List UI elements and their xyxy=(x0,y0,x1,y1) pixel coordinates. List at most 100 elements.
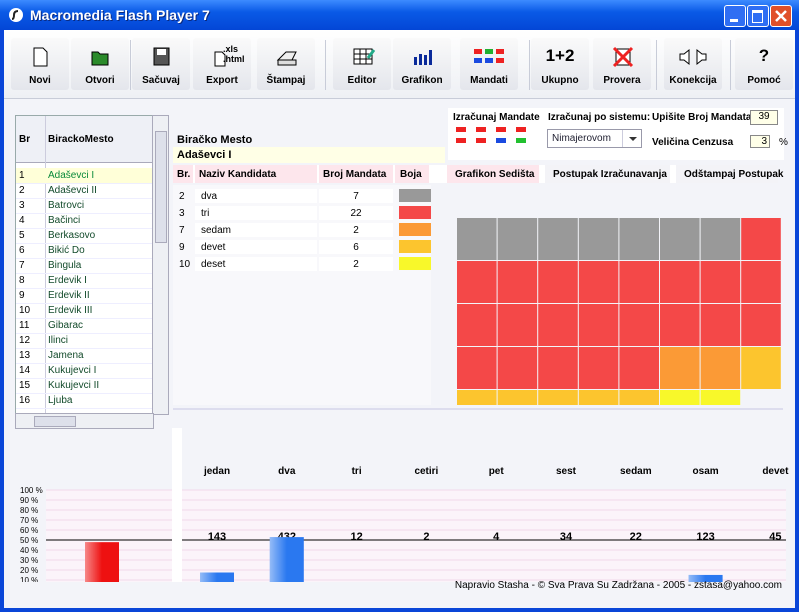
toolbar-button[interactable]: Mandati xyxy=(460,38,518,90)
toolbar-label: Konekcija xyxy=(669,75,717,86)
seat xyxy=(538,304,578,346)
seat xyxy=(619,390,659,405)
table-row-bg xyxy=(195,223,317,237)
tab: Postupak Izračunavanja xyxy=(553,169,667,180)
list-row[interactable]: 13 Jamena xyxy=(16,348,153,364)
calc-button[interactable] xyxy=(454,126,536,150)
list-cell: 4 xyxy=(19,215,25,226)
list-row[interactable]: 16 Ljuba xyxy=(16,393,153,409)
seat xyxy=(578,218,619,260)
list-cell: Kukujevci II xyxy=(48,380,100,391)
toolbar-button[interactable]: Editor xyxy=(333,38,391,90)
list-cell: 12 xyxy=(19,335,31,346)
system-value: Nimajerovom xyxy=(552,133,611,144)
list-row[interactable]: 8 Erdevik I xyxy=(16,273,153,289)
footer: Napravio Stasha - © Sva Prava Su Zadržan… xyxy=(454,580,782,591)
list-row[interactable]: 5 Berkasovo xyxy=(16,228,153,244)
vote-count: 34 xyxy=(560,531,573,543)
system-dropdown[interactable]: Nimajerovom xyxy=(547,129,642,148)
toolbar-button[interactable]: Otvori xyxy=(71,38,129,90)
tab-bg[interactable] xyxy=(545,165,670,183)
selected-label: Biračko Mesto xyxy=(177,134,253,146)
color-swatch xyxy=(399,240,431,253)
vote-count: 45 xyxy=(769,531,781,543)
vertical-scrollbar[interactable] xyxy=(152,115,169,415)
list-row[interactable]: 1 Adaševci I xyxy=(16,168,153,184)
vote-count: 22 xyxy=(630,531,642,543)
close-button[interactable] xyxy=(770,5,792,27)
list-header-cell: Br xyxy=(19,134,31,145)
cell: 9 xyxy=(179,242,185,253)
list-row[interactable]: 3 Batrovci xyxy=(16,198,153,214)
list-cell: Bingula xyxy=(48,260,82,271)
seat xyxy=(578,261,619,303)
horizontal-scrollbar[interactable] xyxy=(15,413,154,429)
separator xyxy=(173,408,783,410)
cell: deset xyxy=(201,259,226,270)
color-swatch xyxy=(399,223,431,236)
toolbar-button[interactable]: Provera xyxy=(593,38,651,90)
toolbar-separator xyxy=(529,40,530,90)
list-cell: Erdevik III xyxy=(48,305,93,316)
toolbar-button[interactable]: Sačuvaj xyxy=(132,38,190,90)
seat xyxy=(538,347,578,389)
toolbar-button[interactable]: ? Pomoć xyxy=(735,38,793,90)
list-row[interactable]: 6 Bikić Do xyxy=(16,243,153,259)
title-bar: Macromedia Flash Player 7 xyxy=(0,0,799,30)
calc-label: Izračunaj Mandate xyxy=(453,112,540,123)
toolbar-button[interactable]: Grafikon xyxy=(393,38,451,90)
list-row[interactable]: 10 Erdevik III xyxy=(16,303,153,319)
seat xyxy=(660,218,700,260)
threshold-input[interactable]: 3 xyxy=(750,135,770,148)
cell: devet xyxy=(201,242,226,253)
table-row-bg xyxy=(195,189,317,203)
table-row-bg xyxy=(319,257,393,271)
seat xyxy=(538,390,578,405)
list-cell: 13 xyxy=(19,350,31,361)
seats-input[interactable]: 39 xyxy=(750,110,778,125)
list-cell: Batrovci xyxy=(48,200,85,211)
list-row[interactable]: 12 Ilinci xyxy=(16,333,153,349)
threshold-unit: % xyxy=(779,137,788,148)
list-row[interactable]: 4 Bačinci xyxy=(16,213,153,229)
seat xyxy=(457,347,497,389)
vote-count: 12 xyxy=(350,531,362,543)
list-row[interactable]: 14 Kukujevci I xyxy=(16,363,153,379)
seat xyxy=(741,347,781,389)
cell: 7 xyxy=(353,191,359,202)
party-name: sedam xyxy=(620,466,652,477)
tab-bg[interactable] xyxy=(447,165,539,183)
toolbar-button[interactable]: Novi xyxy=(11,38,69,90)
maximize-button[interactable] xyxy=(747,5,769,27)
list-cell: 11 xyxy=(19,320,30,331)
list-cell: 14 xyxy=(19,365,31,376)
list-row[interactable]: 11 Gibarac xyxy=(16,318,153,334)
seats-label: Upišite Broj Mandata xyxy=(652,112,752,123)
tab-bg[interactable] xyxy=(676,165,778,183)
list-row[interactable]: 9 Erdevik II xyxy=(16,288,153,304)
list-row[interactable]: 2 Adaševci II xyxy=(16,183,153,199)
list-row[interactable]: 7 Bingula xyxy=(16,258,153,274)
minimize-button[interactable] xyxy=(724,5,746,27)
seat xyxy=(700,218,741,260)
list-row[interactable]: 15 Kukujevci II xyxy=(16,378,153,394)
mandates-table: 2 dva 7 3 tri 22 7 sedam 2 9 devet 6 10 deset 2 xyxy=(173,185,431,405)
list-cell: 2 xyxy=(19,185,25,196)
toolbar-button[interactable]: Konekcija xyxy=(664,38,722,90)
list-header-cell: BirackoMesto xyxy=(48,134,114,145)
y-tick-label: 80 % xyxy=(20,506,38,515)
results-chart: 100 %90 %80 %70 %60 %50 %40 %30 %20 %10 … xyxy=(20,428,789,582)
polling-list: Br BirackoMesto 1 Adaševci I 2 Adaševci II 3 Ba… xyxy=(15,115,154,415)
seat xyxy=(619,347,659,389)
toolbar-button[interactable]: 1+2 Ukupno xyxy=(531,38,589,90)
list-header xyxy=(16,116,153,163)
toolbar-icon xyxy=(214,51,226,67)
toolbar-button[interactable]: .xls .html Export xyxy=(193,38,251,90)
header-cell: Naziv Kandidata xyxy=(199,169,277,180)
toolbar-button[interactable]: Štampaj xyxy=(257,38,315,90)
y-tick-label: 60 % xyxy=(20,526,38,535)
table-row-bg xyxy=(319,223,393,237)
party-name: pet xyxy=(489,466,505,477)
list-cell: Bikić Do xyxy=(48,245,85,256)
